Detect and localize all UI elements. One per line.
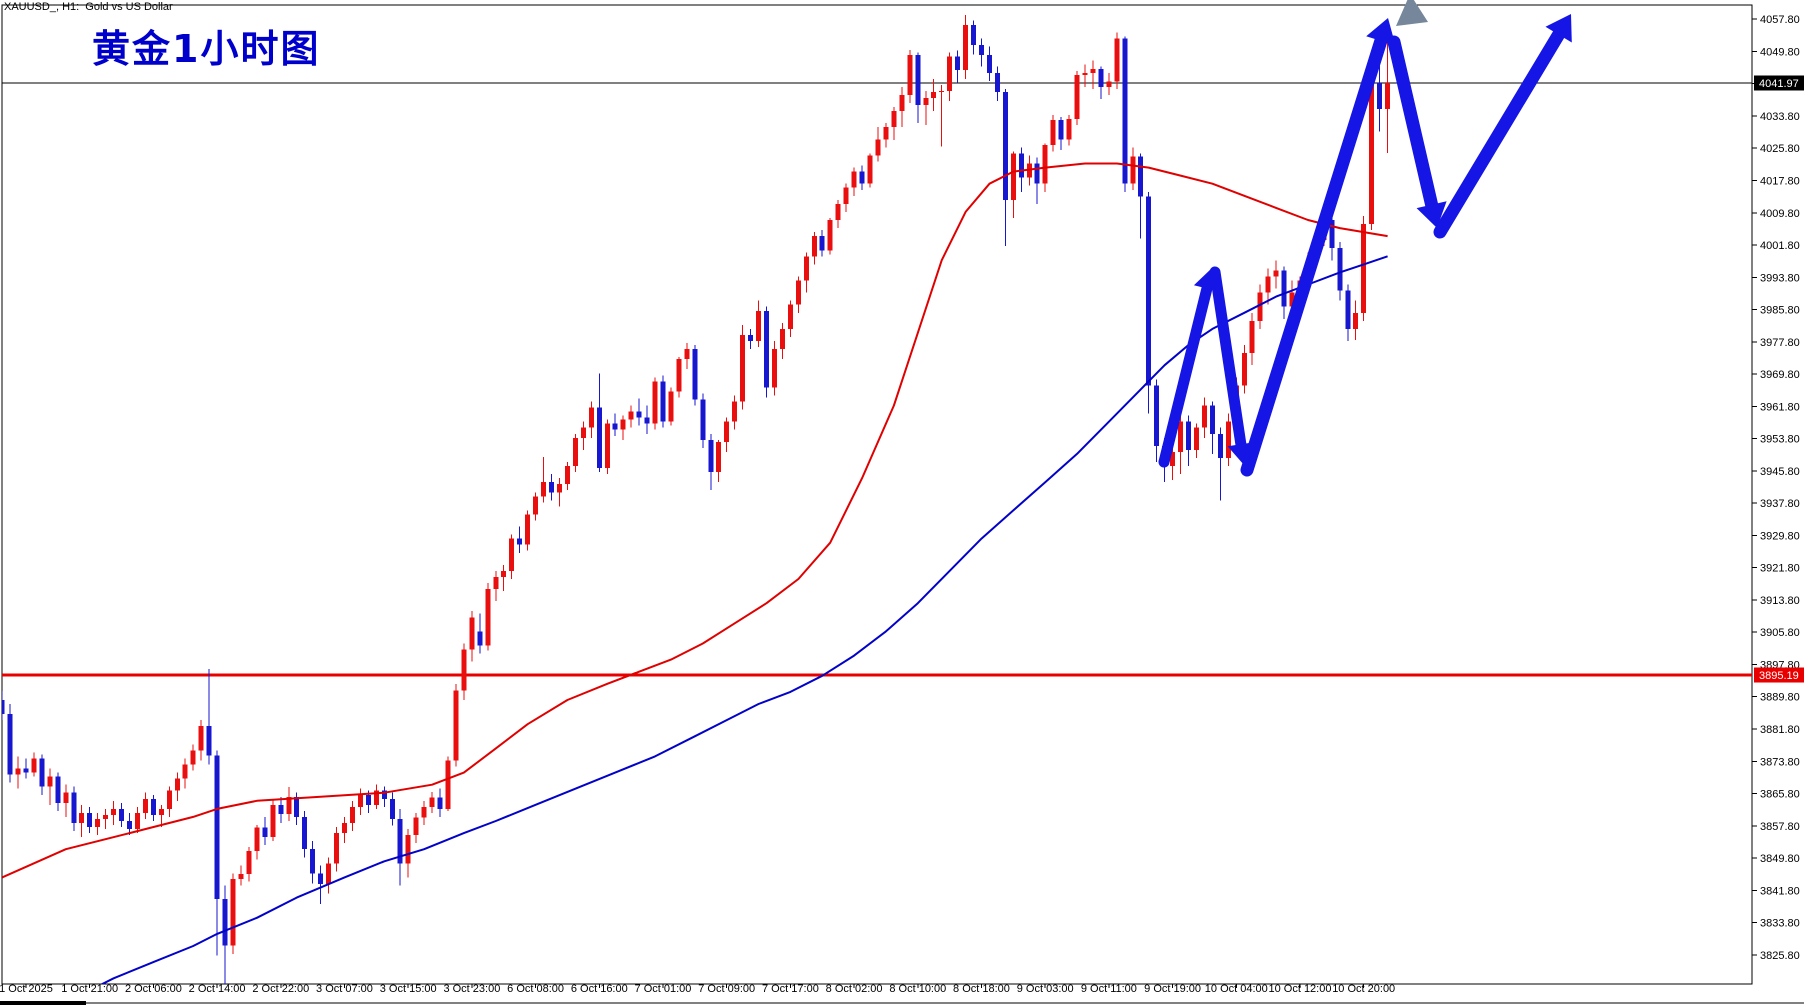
- svg-text:3993.80: 3993.80: [1760, 272, 1800, 284]
- svg-text:3881.80: 3881.80: [1760, 724, 1800, 736]
- plot-frame: [1, 4, 1753, 985]
- svg-text:8 Oct 02:00: 8 Oct 02:00: [826, 983, 883, 995]
- svg-text:4009.80: 4009.80: [1760, 208, 1800, 220]
- svg-text:4041.97: 4041.97: [1759, 78, 1799, 90]
- svg-text:1 Oct 21:00: 1 Oct 21:00: [61, 983, 118, 995]
- svg-text:3929.80: 3929.80: [1760, 530, 1800, 542]
- time-axis[interactable]: 1 Oct 2025 1 Oct 21:00 2 Oct 06:00 2 Oct 14…: [0, 983, 1395, 995]
- svg-text:8 Oct 10:00: 8 Oct 10:00: [889, 983, 946, 995]
- svg-text:4049.80: 4049.80: [1760, 46, 1800, 58]
- svg-text:2 Oct 06:00: 2 Oct 06:00: [125, 983, 182, 995]
- svg-text:3953.80: 3953.80: [1760, 434, 1800, 446]
- svg-text:3833.80: 3833.80: [1760, 918, 1800, 930]
- svg-text:3985.80: 3985.80: [1760, 305, 1800, 317]
- svg-text:3895.19: 3895.19: [1759, 670, 1799, 682]
- svg-text:7 Oct 17:00: 7 Oct 17:00: [762, 983, 819, 995]
- svg-text:6 Oct 16:00: 6 Oct 16:00: [571, 983, 628, 995]
- clipped-arrowhead-fragment: [1396, 0, 1428, 26]
- svg-text:3961.80: 3961.80: [1760, 401, 1800, 413]
- svg-text:3841.80: 3841.80: [1760, 885, 1800, 897]
- svg-text:3 Oct 23:00: 3 Oct 23:00: [443, 983, 500, 995]
- svg-text:4025.80: 4025.80: [1760, 143, 1800, 155]
- svg-text:9 Oct 03:00: 9 Oct 03:00: [1017, 983, 1074, 995]
- svg-text:6 Oct 08:00: 6 Oct 08:00: [507, 983, 564, 995]
- svg-text:3849.80: 3849.80: [1760, 853, 1800, 865]
- svg-text:9 Oct 11:00: 9 Oct 11:00: [1081, 983, 1137, 995]
- chinese-annotation: 黄金1小时图: [92, 27, 321, 71]
- svg-text:7 Oct 01:00: 7 Oct 01:00: [635, 983, 692, 995]
- svg-text:4001.80: 4001.80: [1760, 240, 1800, 252]
- price-marker-badge: 4041.97: [1754, 75, 1804, 91]
- svg-text:1 Oct 2025: 1 Oct 2025: [0, 983, 53, 995]
- svg-text:10 Oct 20:00: 10 Oct 20:00: [1332, 983, 1395, 995]
- level-lines: [2, 82, 1752, 677]
- price-marker-badge: 3895.19: [1754, 667, 1804, 683]
- candles-layer: [2, 15, 1391, 984]
- price-axis[interactable]: 3825.80 3833.80 3841.80 3849.80 3857.80 3865.…: [1752, 14, 1804, 962]
- svg-text:3937.80: 3937.80: [1760, 498, 1800, 510]
- svg-text:10 Oct 04:00: 10 Oct 04:00: [1205, 983, 1268, 995]
- plot-area[interactable]: [0, 0, 1752, 994]
- svg-text:2 Oct 14:00: 2 Oct 14:00: [189, 983, 246, 995]
- ma-fast-red-line: [2, 162, 1388, 879]
- svg-text:4017.80: 4017.80: [1760, 175, 1800, 187]
- svg-text:3825.80: 3825.80: [1760, 950, 1800, 962]
- svg-text:3905.80: 3905.80: [1760, 627, 1800, 639]
- forecast-arrows: [1158, 14, 1572, 477]
- svg-text:4033.80: 4033.80: [1760, 111, 1800, 123]
- svg-text:10 Oct 12:00: 10 Oct 12:00: [1268, 983, 1331, 995]
- svg-text:8 Oct 18:00: 8 Oct 18:00: [953, 983, 1010, 995]
- svg-text:3857.80: 3857.80: [1760, 821, 1800, 833]
- svg-text:3969.80: 3969.80: [1760, 369, 1800, 381]
- svg-text:3 Oct 07:00: 3 Oct 07:00: [316, 983, 373, 995]
- svg-text:2 Oct 22:00: 2 Oct 22:00: [252, 983, 309, 995]
- svg-text:3945.80: 3945.80: [1760, 466, 1800, 478]
- svg-text:3889.80: 3889.80: [1760, 692, 1800, 704]
- svg-text:3 Oct 15:00: 3 Oct 15:00: [380, 983, 437, 995]
- svg-text:4057.80: 4057.80: [1760, 14, 1800, 26]
- svg-text:7 Oct 09:00: 7 Oct 09:00: [698, 983, 755, 995]
- symbol-title: XAUUSD_, H1: Gold vs US Dollar: [4, 1, 173, 13]
- svg-text:9 Oct 19:00: 9 Oct 19:00: [1144, 983, 1201, 995]
- scrollbar-thumb[interactable]: [0, 1001, 86, 1005]
- svg-text:3977.80: 3977.80: [1760, 337, 1800, 349]
- svg-text:3873.80: 3873.80: [1760, 756, 1800, 768]
- svg-text:3913.80: 3913.80: [1760, 595, 1800, 607]
- svg-text:3921.80: 3921.80: [1760, 563, 1800, 575]
- svg-text:3865.80: 3865.80: [1760, 789, 1800, 801]
